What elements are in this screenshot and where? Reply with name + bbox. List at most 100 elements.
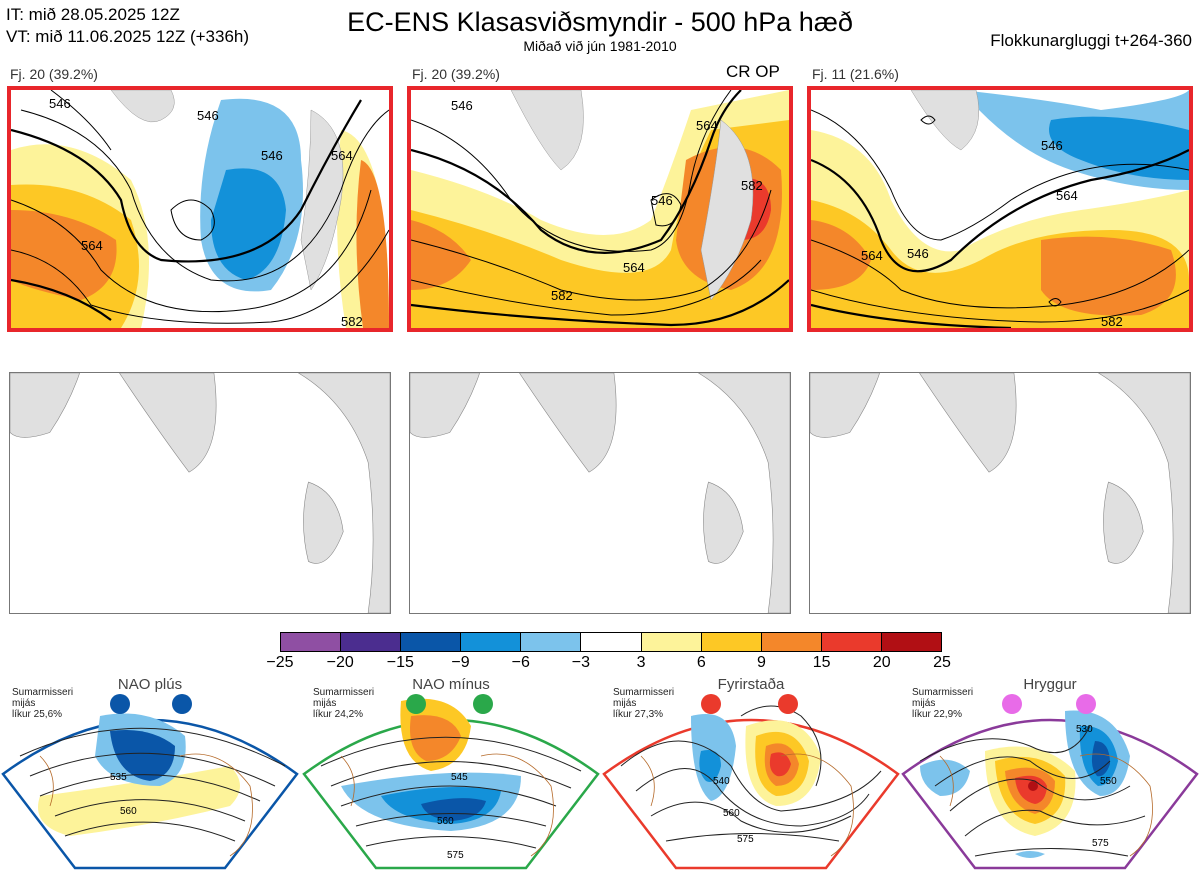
page-subtitle: Miðað við jún 1981-2010 (523, 38, 677, 54)
colorbar-segment (821, 633, 882, 651)
regime-nao-minus-info: Sumarmisseri mijás líkur 24,2% (313, 687, 393, 720)
cluster-map-3[interactable]: 546 546 564 564 582 (807, 86, 1193, 332)
cluster-map-1[interactable]: 546 546 546 564 564 582 (7, 86, 393, 332)
colorbar-tick-label: 9 (757, 654, 766, 671)
cluster-map-1-label: 564 (331, 148, 353, 163)
cluster-map-3-graphic: 546 546 564 564 582 (811, 90, 1189, 328)
cluster-map-2-label: 564 (623, 260, 645, 275)
valid-time: VT: mið 11.06.2025 12Z (+336h) (6, 27, 250, 46)
colorbar-segment (401, 633, 462, 651)
colorbar-segment (641, 633, 702, 651)
cluster-map-1-label: 582 (341, 314, 363, 328)
regime-nao-minus[interactable]: 545 560 575 NAO mínus Sumarmisseri mijás… (301, 676, 601, 871)
regime-blocking-label: 560 (723, 808, 740, 819)
regime-nao-plus-info: Sumarmisseri mijás líkur 25,6% (12, 687, 92, 720)
regime-nao-plus-graphic: 535 560 (1, 694, 299, 870)
colorbar-segment (701, 633, 762, 651)
regime-mean: mijás (313, 698, 337, 709)
regime-ridge[interactable]: 530 550 575 Hryggur Sumarmisseri mijás l… (900, 676, 1200, 871)
colorbar-segment (281, 633, 342, 651)
regime-nao-plus[interactable]: 535 560 NAO plús Sumarmisseri mijás líku… (0, 676, 300, 871)
regime-season: Sumarmisseri (12, 687, 74, 698)
regime-ridge-label: 575 (1092, 838, 1109, 849)
regime-season: Sumarmisseri (912, 687, 974, 698)
regime-ridge-label: 530 (1076, 724, 1093, 735)
cluster-map-1-label: 546 (49, 96, 71, 111)
regime-mean: mijás (12, 698, 36, 709)
regime-blocking-label: 540 (713, 776, 730, 787)
colorbar-tick-label: −3 (571, 654, 591, 671)
colorbar-tick-label: 15 (812, 654, 831, 671)
panel-2-tag: CR OP (726, 62, 780, 81)
regime-season: Sumarmisseri (313, 687, 375, 698)
colorbar-tick-label: 3 (636, 654, 646, 671)
regime-nao-plus-label: 560 (120, 806, 137, 817)
cluster-map-2-graphic: 546 546 564 564 582 582 (411, 90, 789, 328)
header-info: IT: mið 28.05.2025 12Z VT: mið 11.06.202… (6, 4, 249, 48)
regime-season: Sumarmisseri (613, 687, 675, 698)
regime-nao-plus-label: 535 (110, 772, 127, 783)
cluster-map-3-label: 546 (1041, 138, 1063, 153)
blank-map-2[interactable] (409, 372, 791, 614)
regime-ridge-info: Sumarmisseri mijás líkur 22,9% (912, 687, 992, 720)
colorbar-segment (341, 633, 402, 651)
regime-nao-minus-label: 545 (451, 772, 468, 783)
colorbar-tick-label: 20 (872, 654, 891, 671)
regime-probability: líkur 27,3% (613, 709, 664, 720)
regime-blocking[interactable]: 540 560 575 Fyrirstaða Sumarmisseri mijá… (601, 676, 901, 871)
regime-nao-minus-label: 560 (437, 816, 454, 827)
regime-ridge-label: 550 (1100, 776, 1117, 787)
cluster-map-2-label: 582 (551, 288, 573, 303)
regime-blocking-label: 575 (737, 834, 754, 845)
initial-time: IT: mið 28.05.2025 12Z (6, 5, 180, 24)
page-title: EC-ENS Klasasviðsmyndir - 500 hPa hæð (347, 7, 853, 37)
regime-probability: líkur 22,9% (912, 709, 963, 720)
cluster-map-3-label: 546 (907, 246, 929, 261)
colorbar-tick-label: −6 (511, 654, 530, 671)
panel-3-title: Fj. 11 (21.6%) (812, 66, 899, 82)
blank-map-1-graphic (10, 373, 390, 613)
colorbar-tick-label: −25 (266, 654, 294, 671)
colorbar-segment (461, 633, 522, 651)
regime-ridge-graphic: 530 550 575 (901, 694, 1199, 870)
colorbar-tick-label: 25 (933, 654, 951, 671)
regime-nao-minus-name: NAO mínus (412, 676, 490, 693)
cluster-map-3-label: 582 (1101, 314, 1123, 328)
colorbar-segment (521, 633, 582, 651)
blank-map-3[interactable] (809, 372, 1191, 614)
cluster-map-2-label: 546 (651, 193, 673, 208)
cluster-map-3-label: 564 (861, 248, 883, 263)
colorbar-tick-label: 6 (696, 654, 706, 671)
blank-map-2-graphic (410, 373, 790, 613)
blank-map-1[interactable] (9, 372, 391, 614)
anomaly-colorbar (280, 632, 942, 652)
cluster-map-2-label: 546 (451, 98, 473, 113)
regime-nao-plus-name: NAO plús (117, 676, 183, 693)
cluster-map-2-label: 582 (741, 178, 763, 193)
regime-ridge-name: Hryggur (1023, 676, 1077, 693)
cluster-map-1-label: 546 (197, 108, 219, 123)
regime-blocking-info: Sumarmisseri mijás líkur 27,3% (613, 687, 693, 720)
colorbar-tick-label: −20 (326, 654, 354, 671)
colorbar-segment (581, 633, 642, 651)
colorbar-tick-label: −15 (386, 654, 414, 671)
colorbar-segment (881, 633, 942, 651)
regime-blocking-name: Fyrirstaða (717, 676, 785, 693)
colorbar-segment (761, 633, 822, 651)
regime-probability: líkur 24,2% (313, 709, 364, 720)
cluster-map-2[interactable]: 546 546 564 564 582 582 (407, 86, 793, 332)
cluster-map-1-label: 564 (81, 238, 103, 253)
cluster-map-3-label: 564 (1056, 188, 1078, 203)
regime-blocking-graphic: 540 560 575 (602, 694, 900, 870)
classification-window: Flokkunargluggi t+264-360 (990, 31, 1192, 50)
regime-nao-minus-graphic: 545 560 575 (302, 694, 600, 870)
blank-map-3-graphic (810, 373, 1190, 613)
panel-1-title: Fj. 20 (39.2%) (10, 66, 98, 82)
cluster-map-1-label: 546 (261, 148, 283, 163)
regime-nao-minus-label: 575 (447, 850, 464, 861)
regime-probability: líkur 25,6% (12, 709, 63, 720)
cluster-map-2-label: 564 (696, 118, 718, 133)
regime-mean: mijás (613, 698, 637, 709)
colorbar-tick-label: −9 (451, 654, 470, 671)
regime-mean: mijás (912, 698, 936, 709)
